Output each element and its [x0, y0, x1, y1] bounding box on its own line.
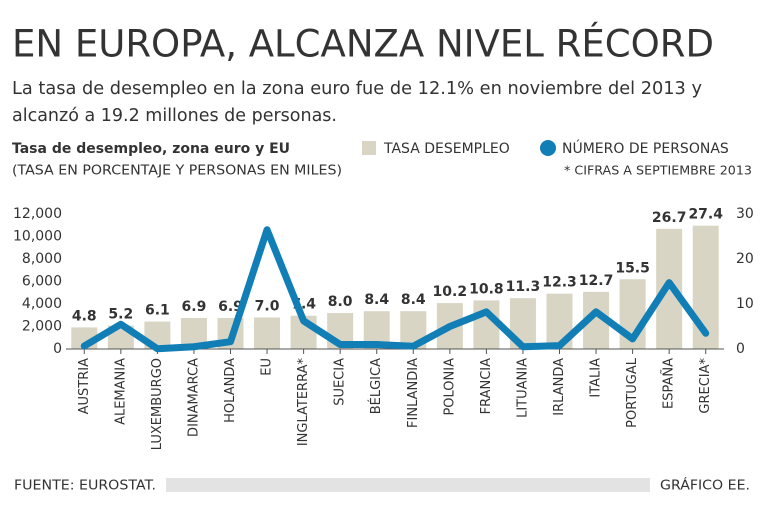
- bar: [254, 317, 281, 349]
- x-tick-label: FINLANDIA: [406, 358, 421, 428]
- y2-tick-label: 10: [736, 296, 754, 312]
- credit: GRÁFICO EE.: [660, 478, 750, 494]
- x-tick-label: POLONIA: [442, 358, 457, 416]
- bar-label: 10.2: [433, 284, 468, 300]
- y-tick-label: 10,000: [13, 229, 62, 245]
- x-tick-label: PORTUGAL: [625, 357, 640, 428]
- x-tick-label: BÉLGICA: [368, 358, 384, 414]
- bar-label: 6.9: [182, 299, 207, 315]
- bar-label: 8.4: [401, 292, 426, 308]
- bar-label: 10.8: [469, 281, 504, 297]
- x-tick-label: AUSTRIA: [77, 358, 92, 414]
- headline: EN EUROPA, ALCANZA NIVEL RÉCORD: [12, 22, 714, 66]
- bar-label: 12.7: [579, 273, 614, 289]
- bar-label: 8.4: [364, 292, 389, 308]
- y-tick-label: 12,000: [13, 206, 62, 222]
- x-tick-label: LITUANIA: [515, 358, 530, 418]
- legend-swatch: [540, 140, 556, 156]
- bar-label: 6.9: [218, 299, 243, 315]
- x-tick-label: IRLANDA: [552, 358, 567, 416]
- x-tick-label: ITALIA: [589, 358, 604, 398]
- chart-title: Tasa de desempleo, zona euro y EU: [12, 141, 290, 157]
- x-tick-label: SUECIA: [333, 358, 348, 406]
- x-tick-label: GRECIA*: [698, 358, 713, 414]
- y2-tick-label: 20: [736, 251, 754, 267]
- bar-label: 27.4: [688, 207, 723, 223]
- x-tick-label: EU: [260, 358, 275, 376]
- note: * CIFRAS A SEPTIEMBRE 2013: [564, 164, 752, 178]
- line: [80, 226, 710, 353]
- legend-label: TASA DESEMPLEO: [383, 141, 510, 157]
- x-tick-label: ALEMANIA: [113, 358, 128, 425]
- bar-label: 15.5: [615, 260, 650, 276]
- x-tick-label: DINAMARCA: [186, 358, 201, 437]
- bar-label: 6.1: [145, 303, 170, 319]
- x-tick-label: LUXEMBURGO: [150, 358, 165, 450]
- y2-tick-label: 0: [736, 341, 745, 357]
- bar-label: 11.3: [506, 279, 541, 295]
- y-tick-label: 6,000: [22, 274, 62, 290]
- y2-tick-label: 30: [736, 206, 754, 222]
- x-tick-label: HOLANDA: [223, 358, 238, 423]
- bar-label: 12.3: [542, 275, 577, 291]
- source: FUENTE: EUROSTAT.: [14, 479, 156, 494]
- x-tick-label: INGLATERRA*: [296, 358, 311, 447]
- y-tick-label: 8,000: [22, 251, 62, 267]
- subtitle: alcanzó a 19.2 millones de personas.: [12, 105, 337, 126]
- x-tick-label: ESPAÑA: [661, 358, 677, 409]
- subtitle: La tasa de desempleo en la zona euro fue…: [12, 78, 702, 99]
- legend-swatch: [362, 141, 376, 155]
- y-tick-label: 2,000: [22, 319, 62, 335]
- y-tick-label: 0: [53, 341, 62, 357]
- bar-label: 4.8: [72, 308, 97, 324]
- bar-label: 5.2: [108, 307, 133, 323]
- bar-label: 7.0: [255, 299, 280, 315]
- bar-label: 8.0: [328, 294, 353, 310]
- x-tick-label: FRANCIA: [479, 358, 494, 415]
- bar-label: 26.7: [652, 210, 687, 226]
- legend-label: NÚMERO DE PERSONAS: [562, 139, 729, 157]
- footer-bar: [166, 478, 650, 492]
- y-tick-label: 4,000: [22, 296, 62, 312]
- chart-subtitle: (TASA EN PORCENTAJE Y PERSONAS EN MILES): [12, 164, 342, 179]
